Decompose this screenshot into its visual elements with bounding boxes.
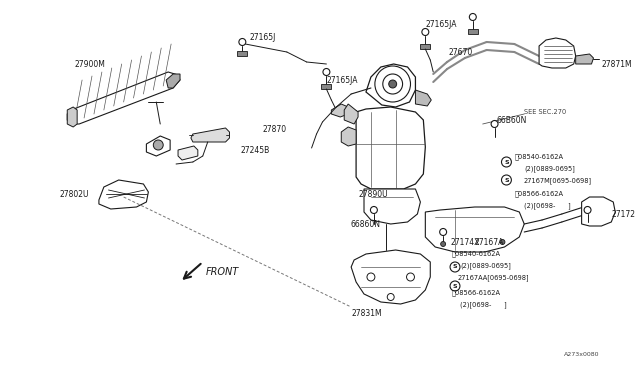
Circle shape [239,38,246,45]
Polygon shape [67,107,77,127]
Text: S: S [452,264,458,269]
Polygon shape [539,38,575,68]
Text: 27900M: 27900M [74,60,105,68]
Circle shape [154,140,163,150]
Circle shape [502,157,511,167]
Text: Ⓝ08566-6162A: Ⓝ08566-6162A [452,290,501,296]
Text: SEE SEC.270: SEE SEC.270 [524,109,566,115]
Circle shape [367,273,375,281]
Polygon shape [415,90,431,106]
Text: S: S [504,177,509,183]
Circle shape [440,228,447,235]
Text: 66B60N: 66B60N [497,115,527,125]
Circle shape [422,29,429,35]
Circle shape [375,66,410,102]
Polygon shape [332,104,348,117]
Text: 27165J: 27165J [249,32,276,42]
Text: 27890U: 27890U [358,189,388,199]
Text: 27165JA: 27165JA [326,76,358,84]
Circle shape [450,262,460,272]
Text: Ⓝ08540-6162A: Ⓝ08540-6162A [515,154,563,160]
Text: 27172: 27172 [611,209,636,218]
Polygon shape [426,207,524,252]
Text: (2)[0698-      ]: (2)[0698- ] [460,302,507,308]
Text: 27165JA: 27165JA [426,19,457,29]
Text: S: S [452,283,458,289]
Circle shape [323,68,330,76]
Text: 27167M[0695-0698]: 27167M[0695-0698] [524,177,591,185]
Text: (2)[0889-0695]: (2)[0889-0695] [524,166,575,172]
Polygon shape [166,74,180,88]
Text: (2)[0698-      ]: (2)[0698- ] [524,203,571,209]
Polygon shape [366,64,415,107]
Polygon shape [356,107,426,189]
Polygon shape [99,180,148,209]
Text: 27802U: 27802U [60,189,89,199]
Circle shape [469,13,476,20]
Circle shape [500,240,505,244]
Bar [237,51,247,56]
Text: S: S [504,160,509,164]
Polygon shape [582,197,615,226]
Polygon shape [178,146,198,160]
Text: 27871M: 27871M [602,60,632,68]
Text: FRONT: FRONT [205,267,239,277]
Text: Ⓝ08540-6162A: Ⓝ08540-6162A [452,251,501,257]
Circle shape [388,80,397,88]
Polygon shape [575,54,593,64]
Polygon shape [341,127,356,146]
Text: 27167A: 27167A [475,237,504,247]
Text: Ⓝ08566-6162A: Ⓝ08566-6162A [515,191,563,197]
Circle shape [387,294,394,301]
Polygon shape [344,104,358,124]
Polygon shape [351,250,430,304]
Text: 27245B: 27245B [241,145,269,154]
Polygon shape [147,136,170,156]
Text: (2)[0889-0695]: (2)[0889-0695] [460,263,511,269]
Polygon shape [67,72,180,124]
Text: 66860N: 66860N [351,219,381,228]
Circle shape [584,206,591,214]
Circle shape [441,241,445,247]
Text: 27831M: 27831M [351,310,382,318]
Circle shape [406,273,415,281]
Circle shape [383,74,403,94]
Circle shape [371,206,378,214]
Text: 27167AA[0695-0698]: 27167AA[0695-0698] [458,275,529,281]
Polygon shape [364,189,420,224]
Bar [321,84,332,89]
Text: 27174X: 27174X [450,237,479,247]
Polygon shape [191,128,230,142]
Circle shape [502,175,511,185]
Bar [420,44,430,49]
Bar [468,29,477,34]
Text: 27670: 27670 [448,48,472,57]
Text: A273x0080: A273x0080 [564,352,599,356]
Circle shape [491,121,498,128]
Circle shape [450,281,460,291]
Text: 27870: 27870 [262,125,286,134]
